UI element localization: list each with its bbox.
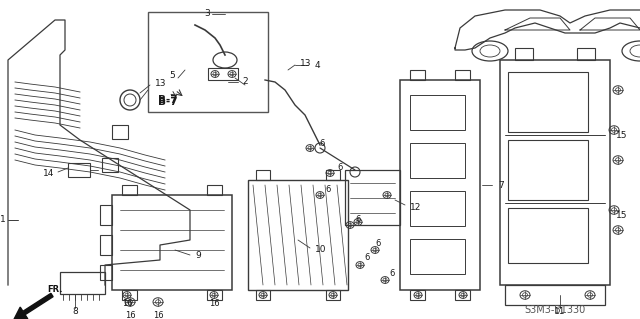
- Bar: [208, 68, 238, 80]
- Bar: [256, 170, 270, 180]
- Bar: [508, 140, 588, 200]
- Text: 6: 6: [319, 138, 324, 147]
- Bar: [577, 48, 595, 60]
- FancyArrow shape: [14, 293, 53, 319]
- Bar: [148, 12, 268, 112]
- Bar: [345, 170, 400, 225]
- Text: 5: 5: [169, 70, 175, 79]
- Text: B-7: B-7: [158, 97, 178, 107]
- Bar: [60, 272, 105, 294]
- Bar: [207, 185, 222, 195]
- Bar: [122, 290, 137, 300]
- Text: 7: 7: [498, 181, 504, 189]
- Bar: [68, 163, 90, 177]
- Bar: [102, 158, 118, 172]
- Bar: [410, 191, 465, 226]
- Bar: [505, 285, 605, 305]
- Text: 6: 6: [355, 216, 361, 225]
- Text: 6: 6: [325, 186, 331, 195]
- Bar: [410, 95, 465, 130]
- Text: 14: 14: [43, 169, 54, 179]
- Text: 8: 8: [72, 308, 78, 316]
- Text: 10: 10: [315, 246, 326, 255]
- Text: 12: 12: [410, 203, 421, 211]
- Text: S3M3-B1330: S3M3-B1330: [524, 305, 586, 315]
- Text: 11: 11: [554, 308, 566, 316]
- Bar: [326, 290, 340, 300]
- Text: 1: 1: [0, 216, 6, 225]
- Bar: [100, 235, 112, 255]
- Text: 6: 6: [364, 254, 370, 263]
- Bar: [455, 70, 470, 80]
- Bar: [410, 143, 465, 178]
- Bar: [508, 208, 588, 263]
- Text: FR.: FR.: [47, 286, 63, 294]
- Bar: [256, 290, 270, 300]
- Text: 13: 13: [300, 58, 312, 68]
- Text: 13: 13: [155, 78, 166, 87]
- Text: 9: 9: [195, 250, 201, 259]
- Bar: [100, 205, 112, 225]
- Text: 4: 4: [315, 61, 321, 70]
- Text: 15: 15: [616, 130, 628, 139]
- Text: 16: 16: [153, 310, 163, 319]
- Bar: [112, 195, 232, 290]
- Bar: [508, 72, 588, 132]
- Bar: [410, 239, 465, 274]
- Bar: [400, 80, 480, 290]
- Bar: [410, 70, 425, 80]
- Bar: [515, 48, 533, 60]
- Bar: [100, 265, 112, 280]
- Bar: [455, 290, 470, 300]
- Bar: [207, 290, 222, 300]
- Bar: [122, 185, 137, 195]
- Text: 16: 16: [125, 310, 135, 319]
- Bar: [500, 60, 610, 285]
- Bar: [248, 180, 348, 290]
- Text: 16: 16: [209, 300, 220, 308]
- Text: 6: 6: [389, 269, 395, 278]
- Text: 2: 2: [242, 78, 248, 86]
- Bar: [326, 170, 340, 180]
- Text: 3: 3: [204, 10, 210, 19]
- Text: 6: 6: [337, 164, 342, 173]
- Text: 6: 6: [375, 240, 381, 249]
- Text: B-7: B-7: [158, 95, 178, 105]
- Bar: [112, 125, 128, 139]
- Text: 16: 16: [122, 300, 132, 308]
- Bar: [410, 290, 425, 300]
- Text: 15: 15: [616, 211, 628, 219]
